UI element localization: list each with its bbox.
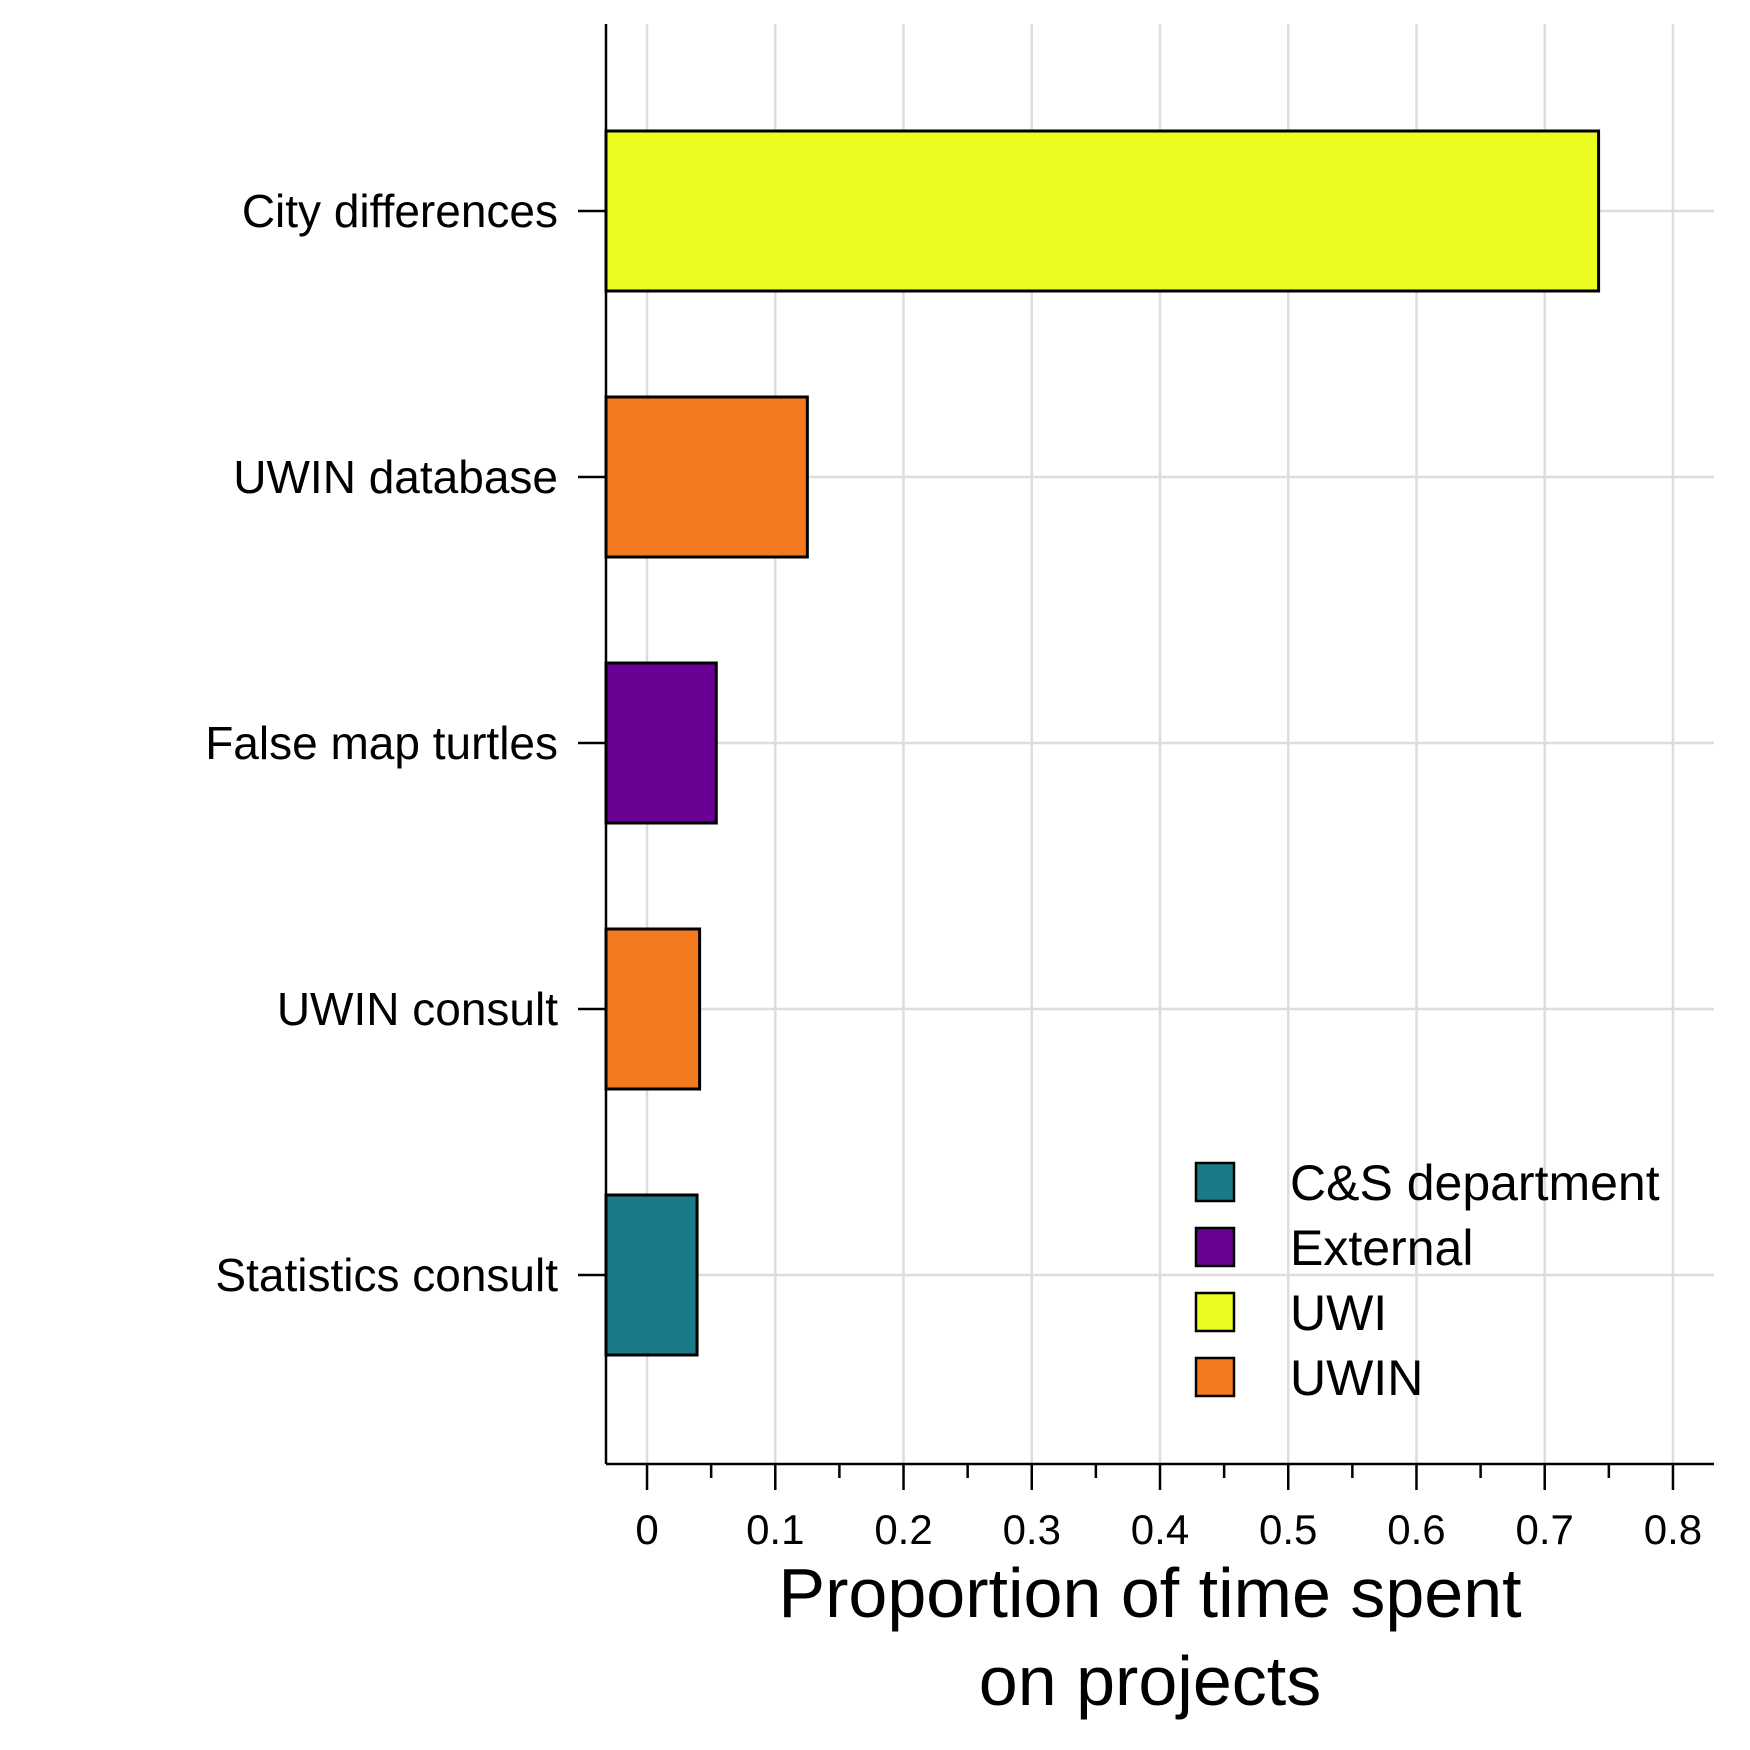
legend-swatch-uwi <box>1194 1291 1236 1333</box>
legend: C&S department External UWI UWIN <box>1194 1155 1660 1406</box>
bar-uwin-database <box>604 395 809 559</box>
x-tick-label: 0.1 <box>746 1506 804 1553</box>
x-axis-title-line: Proportion of time spent <box>778 1554 1521 1632</box>
legend-label-uwi: UWI <box>1290 1285 1387 1341</box>
x-tick-label: 0.7 <box>1516 1506 1574 1553</box>
category-label-city-differences: City differences <box>242 185 558 237</box>
x-axis-ticks: 0 0.1 0.2 0.3 0.4 0.5 0.6 0.7 0.8 <box>635 1464 1702 1553</box>
bar-city-differences <box>604 129 1601 293</box>
category-label-uwin-database: UWIN database <box>233 451 558 503</box>
legend-swatch-external <box>1194 1226 1236 1268</box>
x-tick-label: 0.8 <box>1644 1506 1702 1553</box>
legend-swatch-uwin <box>1194 1356 1236 1398</box>
category-label-statistics-consult: Statistics consult <box>215 1249 558 1301</box>
y-axis-categories: City differences UWIN database False map t… <box>205 185 606 1301</box>
x-axis-title-line: on projects <box>979 1642 1321 1720</box>
x-tick-label: 0 <box>635 1506 658 1553</box>
x-tick-label: 0.5 <box>1259 1506 1317 1553</box>
x-tick-label: 0.2 <box>874 1506 932 1553</box>
legend-label-external: External <box>1290 1220 1473 1276</box>
category-label-false-map-turtles: False map turtles <box>205 717 558 769</box>
bar-false-map-turtles <box>604 661 718 825</box>
bar-uwin-consult <box>604 927 702 1091</box>
legend-swatch-cands-department <box>1194 1161 1236 1203</box>
x-tick-label: 0.3 <box>1003 1506 1061 1553</box>
category-label-uwin-consult: UWIN consult <box>277 983 558 1035</box>
x-axis-title: Proportion of time spent on projects <box>778 1554 1521 1720</box>
bars <box>604 129 1601 1357</box>
x-tick-label: 0.6 <box>1387 1506 1445 1553</box>
legend-label-uwin: UWIN <box>1290 1350 1423 1406</box>
legend-label-cands-department: C&S department <box>1290 1155 1660 1211</box>
x-tick-label: 0.4 <box>1131 1506 1189 1553</box>
bar-statistics-consult <box>604 1193 699 1357</box>
